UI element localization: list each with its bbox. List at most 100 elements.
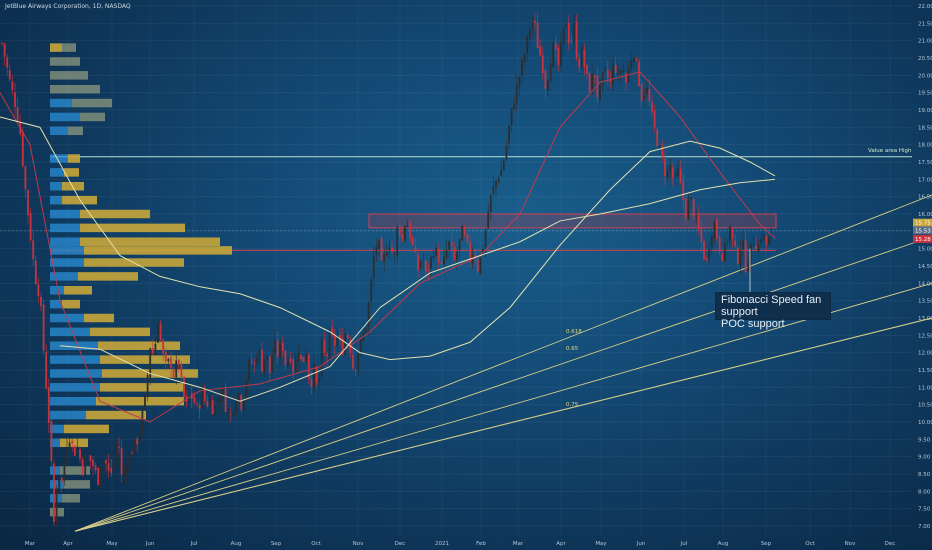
profile-bar-blue xyxy=(50,112,80,122)
candle-body xyxy=(8,69,11,80)
profile-bar-gold xyxy=(64,168,79,177)
candle-body xyxy=(739,250,742,266)
candle-body xyxy=(669,165,672,172)
candle-body xyxy=(544,70,547,89)
candle-body xyxy=(40,296,42,307)
y-tick-label: 9.50 xyxy=(918,437,931,443)
candles xyxy=(1,12,773,531)
resistance-zone xyxy=(368,213,777,229)
candle-body xyxy=(549,64,552,82)
candle-body xyxy=(762,234,765,240)
candle-body xyxy=(167,358,170,362)
candle-body xyxy=(484,230,487,248)
profile-bar-gold xyxy=(60,438,88,448)
candle-body xyxy=(357,354,360,371)
fan-level-label: 0.75 xyxy=(566,402,579,408)
candle-body xyxy=(58,477,61,490)
profile-bar-blue xyxy=(50,209,80,219)
candle-body xyxy=(448,241,451,250)
profile-bar-gray xyxy=(68,126,83,136)
candle-body xyxy=(258,349,261,356)
profile-bar-blue xyxy=(50,327,90,337)
candle-body xyxy=(29,213,32,240)
candle-body xyxy=(346,334,349,338)
profile-bar-blue xyxy=(50,168,64,177)
candle-body xyxy=(115,445,118,459)
candle-body xyxy=(300,354,302,360)
y-tick-label: 16.00 xyxy=(918,212,932,218)
profile-bar-blue xyxy=(50,355,100,364)
candle-body xyxy=(430,256,432,269)
candle-body xyxy=(443,256,445,265)
annotation-box[interactable]: Fibonacci Speed fan support POC support xyxy=(715,292,831,330)
y-tick-label: 7.00 xyxy=(918,524,931,530)
candle-body xyxy=(1,43,3,44)
candle-body xyxy=(253,363,256,365)
candle-body xyxy=(378,240,380,250)
profile-bar-gray xyxy=(60,466,90,475)
candle-body xyxy=(34,260,37,285)
candle-body xyxy=(648,88,651,102)
candle-body xyxy=(726,242,729,244)
candle-body xyxy=(573,23,575,41)
candle-body xyxy=(37,284,40,297)
profile-bar-blue xyxy=(50,480,64,489)
candle-body xyxy=(141,408,144,433)
candle-body xyxy=(216,399,219,406)
candle-body xyxy=(66,448,68,461)
candle-body xyxy=(123,473,126,475)
candle-body xyxy=(157,322,159,343)
candle-body xyxy=(206,400,209,407)
candle-body xyxy=(567,22,570,44)
candle-body xyxy=(643,95,646,99)
profile-bar-gold xyxy=(84,246,232,255)
profile-bar-blue xyxy=(50,182,62,191)
candle-body xyxy=(523,54,526,62)
profile-bar-blue xyxy=(50,396,96,406)
candle-body xyxy=(248,360,250,380)
candle-body xyxy=(196,403,198,405)
profile-bar-gold xyxy=(64,286,92,295)
candle-body xyxy=(619,70,622,73)
profile-bar-blue xyxy=(50,246,84,255)
candle-body xyxy=(534,20,536,23)
candle-body xyxy=(469,241,471,262)
candle-body xyxy=(599,83,601,100)
candle-body xyxy=(388,247,391,251)
candle-body xyxy=(526,36,529,54)
candle-body xyxy=(393,253,396,255)
candle-body xyxy=(635,58,638,60)
candle-body xyxy=(284,350,287,365)
candle-body xyxy=(409,223,412,239)
candle-body xyxy=(6,57,9,68)
profile-bar-blue xyxy=(50,154,68,163)
profile-bar-gold xyxy=(98,341,180,350)
candle-body xyxy=(53,463,55,522)
candle-body xyxy=(289,358,292,362)
candle-body xyxy=(495,180,497,188)
price-label-box xyxy=(913,218,932,227)
candle-body xyxy=(547,80,549,91)
x-tick-label: Jun xyxy=(636,541,646,547)
y-tick-label: 17.00 xyxy=(918,177,932,183)
candle-body xyxy=(391,247,393,253)
candle-body xyxy=(276,340,279,358)
candle-body xyxy=(768,237,770,245)
candle-body xyxy=(120,448,123,475)
candle-body xyxy=(752,244,755,246)
moving-average-line xyxy=(0,71,776,423)
profile-bar-blue xyxy=(50,237,80,246)
y-tick-label: 8.50 xyxy=(918,472,931,478)
candle-body xyxy=(565,24,568,27)
candle-body xyxy=(601,71,604,84)
profile-bar-blue xyxy=(50,383,100,392)
y-tick-label: 11.00 xyxy=(918,385,932,391)
profile-bar-gold xyxy=(50,43,62,52)
candle-body xyxy=(432,255,435,258)
candle-body xyxy=(398,228,401,235)
candle-body xyxy=(708,249,711,259)
candle-body xyxy=(760,238,763,243)
candle-body xyxy=(219,395,222,402)
